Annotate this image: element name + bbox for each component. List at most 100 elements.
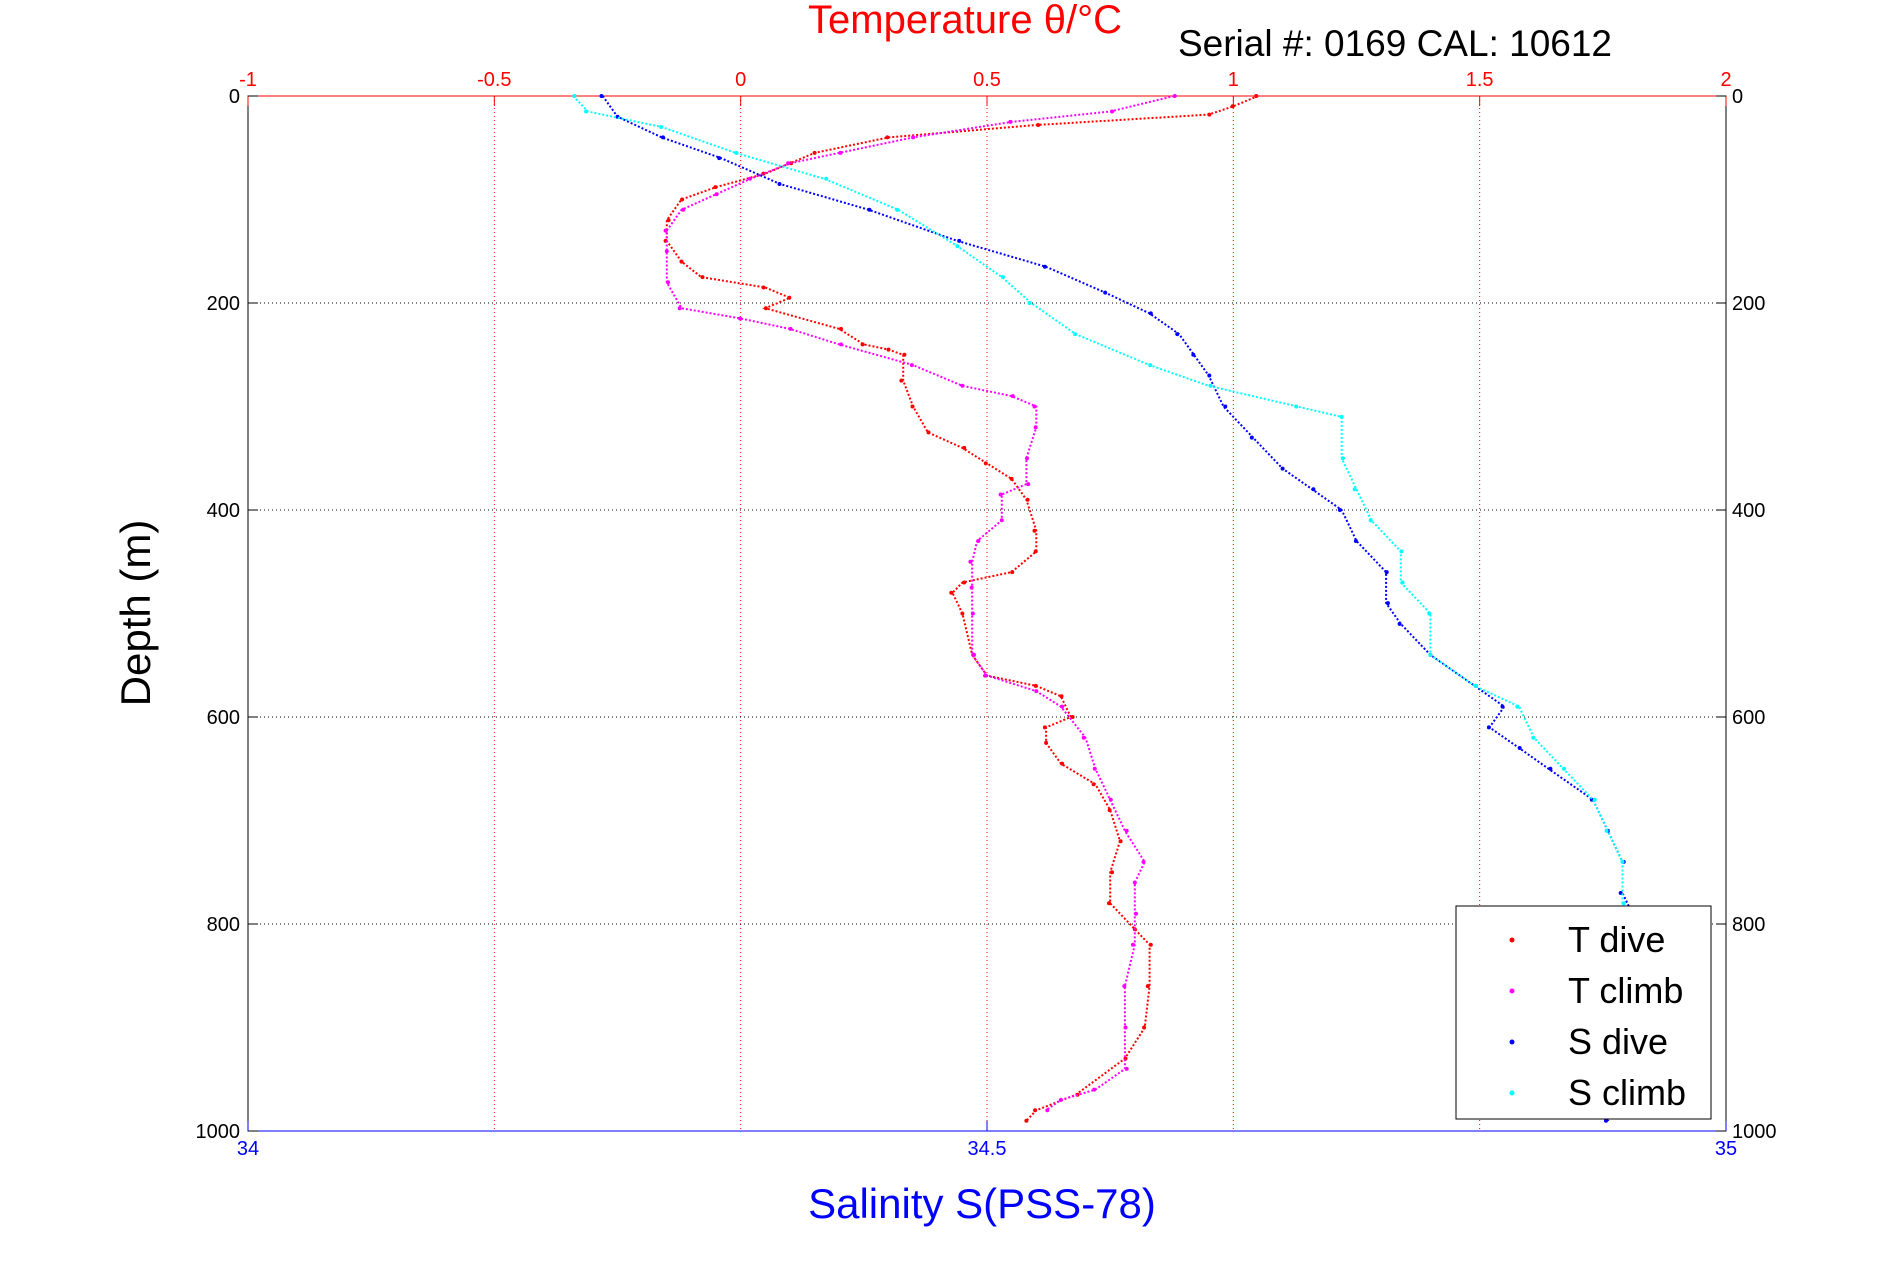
data-point [1148, 942, 1153, 947]
data-point [911, 135, 916, 140]
data-point [1034, 689, 1039, 694]
legend-label: S climb [1568, 1072, 1686, 1113]
data-point [867, 207, 872, 212]
data-point [1500, 704, 1505, 709]
data-point [1001, 275, 1005, 280]
data-point [962, 445, 967, 450]
data-point [999, 518, 1004, 523]
data-point [983, 461, 988, 466]
data-point [680, 197, 685, 202]
data-point [1384, 570, 1389, 575]
top-tick-label: 2 [1720, 69, 1731, 91]
data-point [1033, 425, 1038, 430]
data-point [1486, 725, 1491, 730]
series-trace [665, 95, 1175, 1112]
data-point [1353, 539, 1358, 543]
bottom-tick-label: 34 [237, 1138, 259, 1160]
data-point [1254, 94, 1259, 98]
legend-marker [1509, 1090, 1515, 1096]
data-point [1110, 109, 1114, 114]
data-point [1280, 466, 1285, 471]
data-point [1124, 1066, 1129, 1071]
data-point [1059, 694, 1064, 699]
data-point [1092, 1087, 1097, 1092]
data-point [839, 326, 843, 331]
right-tick-label: 800 [1732, 914, 1765, 936]
data-point [960, 383, 965, 388]
right-tick-label: 400 [1732, 500, 1765, 522]
data-point [1515, 704, 1520, 709]
data-point [1042, 264, 1047, 269]
data-point [713, 185, 718, 190]
data-point [1107, 808, 1112, 813]
top-tick-label: -1 [239, 69, 257, 91]
data-point [962, 580, 967, 585]
serial-label: Serial #: 0169 CAL: 10612 [1178, 23, 1612, 64]
data-point [659, 125, 664, 129]
data-point [679, 259, 684, 264]
data-point [1385, 601, 1390, 606]
data-point [1621, 901, 1626, 906]
data-point [1026, 482, 1031, 487]
grid-lines [248, 96, 1726, 1131]
data-point [1249, 435, 1254, 440]
data-point [584, 109, 589, 114]
left-tick-label: 200 [207, 293, 240, 315]
x-axis-label-bottom: Salinity S(PSS-78) [808, 1180, 1156, 1227]
data-point [786, 161, 791, 166]
right-tick-label: 200 [1732, 293, 1765, 315]
data-point [983, 673, 988, 678]
data-point [663, 228, 668, 233]
data-point [957, 238, 962, 243]
data-point [1131, 942, 1135, 947]
left-tick-label: 1000 [196, 1121, 241, 1143]
left-tick-label: 400 [207, 500, 240, 522]
data-point [1311, 487, 1316, 492]
data-point [955, 244, 960, 249]
data-point [1025, 456, 1029, 461]
data-point [1033, 1108, 1038, 1113]
data-point [1027, 301, 1032, 305]
data-point [949, 590, 954, 595]
data-point [1548, 766, 1553, 771]
data-point [1337, 508, 1342, 512]
data-point [1044, 740, 1049, 745]
data-point [1032, 404, 1037, 409]
data-point [1032, 528, 1037, 533]
legend-label: S dive [1568, 1021, 1668, 1062]
right-tick-label: 1000 [1732, 1121, 1777, 1143]
data-point [1036, 123, 1041, 127]
data-point [1339, 414, 1344, 419]
data-point [1207, 112, 1212, 117]
data-point [1148, 363, 1153, 368]
data-point [1604, 1118, 1608, 1123]
data-point [1294, 404, 1299, 409]
data-point [1340, 456, 1345, 461]
data-point [1175, 332, 1180, 337]
data-point [681, 207, 686, 212]
data-point [666, 218, 671, 223]
data-point [1107, 901, 1111, 906]
data-point [1045, 1108, 1050, 1113]
data-point [1427, 611, 1432, 616]
data-point [734, 150, 739, 155]
legend-entries: T dive T climb S dive S climb [1509, 919, 1686, 1113]
data-point [1060, 761, 1065, 766]
data-point [885, 135, 890, 140]
data-point [1399, 549, 1404, 554]
data-point [1531, 735, 1536, 740]
data-point [1118, 839, 1123, 844]
data-point [599, 94, 604, 98]
data-point [824, 176, 829, 181]
data-point [1009, 476, 1014, 481]
data-point [747, 176, 752, 181]
data-point [1428, 652, 1433, 657]
legend: T dive T climb S dive S climb [1455, 905, 1712, 1120]
data-point [976, 539, 981, 543]
data-point [677, 306, 682, 311]
data-point [1024, 1118, 1029, 1123]
data-point [1368, 518, 1373, 523]
data-point [969, 585, 974, 590]
data-point [666, 280, 670, 285]
